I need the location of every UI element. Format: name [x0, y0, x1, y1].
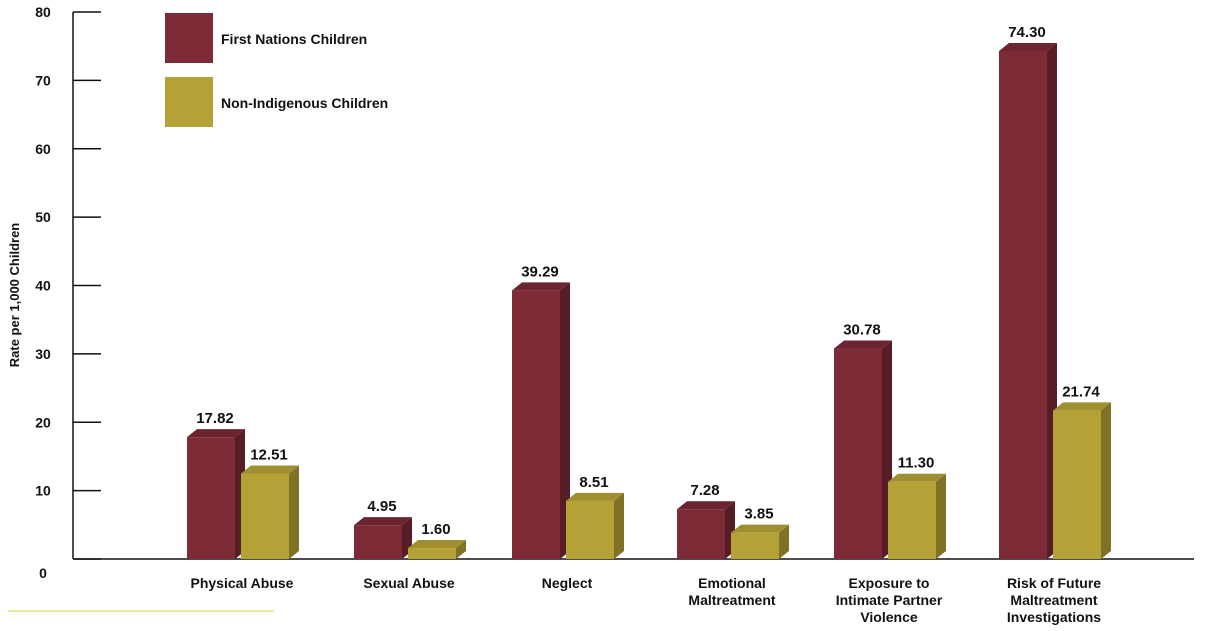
value-label: 3.85 — [744, 506, 773, 523]
category-label: Emotional Maltreatment — [688, 575, 775, 608]
bar-side — [456, 540, 466, 559]
bar-non-indigenous — [1053, 402, 1111, 559]
bar-side — [560, 282, 570, 559]
legend-item: First Nations Children — [165, 13, 367, 63]
value-label: 1.60 — [421, 521, 450, 538]
category-label: Risk of Future Maltreatment Investigations — [1007, 575, 1101, 625]
bar-top — [241, 465, 299, 474]
y-tick-label: 50 — [35, 209, 51, 225]
bar-front — [187, 437, 235, 559]
bar-side — [1101, 402, 1111, 559]
y-tick-label: 30 — [35, 346, 51, 362]
bar-side — [936, 473, 946, 559]
value-labels: 17.82 12.51 4.95 1.60 39.29 8.51 7.28 3.85 30.78… — [196, 24, 1100, 538]
bar-top — [354, 517, 412, 526]
bar-top — [888, 473, 946, 482]
bar-first-nations — [512, 282, 570, 559]
bar-front — [677, 509, 725, 559]
bar-front — [354, 525, 402, 559]
value-label: 17.82 — [196, 410, 234, 427]
value-label: 74.30 — [1008, 24, 1046, 41]
bar-side — [779, 524, 789, 559]
value-label: 7.28 — [690, 482, 719, 499]
legend-label: Non-Indigenous Children — [221, 95, 388, 111]
bar-front — [1053, 410, 1101, 559]
y-tick-label: 0 — [39, 565, 47, 581]
bar-front — [241, 473, 289, 559]
y-tick-label: 10 — [35, 483, 51, 499]
value-label: 8.51 — [579, 474, 608, 491]
bar-non-indigenous — [566, 492, 624, 559]
value-label: 4.95 — [367, 498, 396, 515]
bar-first-nations — [354, 517, 412, 559]
value-label: 21.74 — [1062, 383, 1100, 400]
y-tick-label: 40 — [35, 278, 51, 294]
bar-front — [408, 548, 456, 559]
legend-swatch — [165, 77, 213, 127]
bar-top — [1053, 402, 1111, 411]
bar-top — [731, 524, 789, 533]
bar-first-nations — [999, 42, 1057, 559]
bar-top — [408, 540, 466, 549]
bar-top — [677, 501, 735, 510]
bar-first-nations — [187, 429, 245, 559]
y-tick-label: 60 — [35, 141, 51, 157]
bar-front — [512, 290, 560, 559]
bar-non-indigenous — [408, 540, 466, 559]
bar-top — [999, 42, 1057, 51]
legend-swatch — [165, 13, 213, 63]
category-label: Exposure to Intimate Partner Violence — [836, 575, 943, 625]
bars — [187, 42, 1111, 559]
bar-first-nations — [677, 501, 735, 559]
bar-top — [566, 492, 624, 501]
category-label: Neglect — [542, 575, 593, 591]
y-tick-label: 70 — [35, 72, 51, 88]
bar-top — [187, 429, 245, 438]
bar-top — [834, 340, 892, 349]
bar-non-indigenous — [241, 465, 299, 559]
category-labels: Physical Abuse Sexual Abuse Neglect Emotion… — [191, 575, 1102, 625]
legend-item: Non-Indigenous Children — [165, 77, 388, 127]
value-label: 30.78 — [843, 322, 881, 339]
bar-front — [888, 481, 936, 559]
y-tick-label: 80 — [35, 4, 51, 20]
bar-non-indigenous — [888, 473, 946, 559]
bar-front — [834, 348, 882, 559]
legend: First Nations Children Non-Indigenous Chi… — [165, 13, 388, 127]
value-label: 39.29 — [521, 263, 559, 280]
bar-front — [731, 532, 779, 559]
category-label: Physical Abuse — [191, 575, 294, 591]
legend-label: First Nations Children — [221, 31, 367, 47]
value-label: 11.30 — [898, 455, 935, 472]
y-tick-label: 20 — [35, 414, 51, 430]
y-axis-title: Rate per 1,000 Children — [7, 223, 22, 368]
category-label: Sexual Abuse — [363, 575, 455, 591]
bar-non-indigenous — [731, 524, 789, 559]
bar-first-nations — [834, 340, 892, 559]
bar-side — [289, 465, 299, 559]
bar-top — [512, 282, 570, 291]
bar-front — [566, 500, 614, 559]
value-label: 12.51 — [250, 446, 288, 463]
bar-front — [999, 50, 1047, 559]
bar-side — [614, 492, 624, 559]
